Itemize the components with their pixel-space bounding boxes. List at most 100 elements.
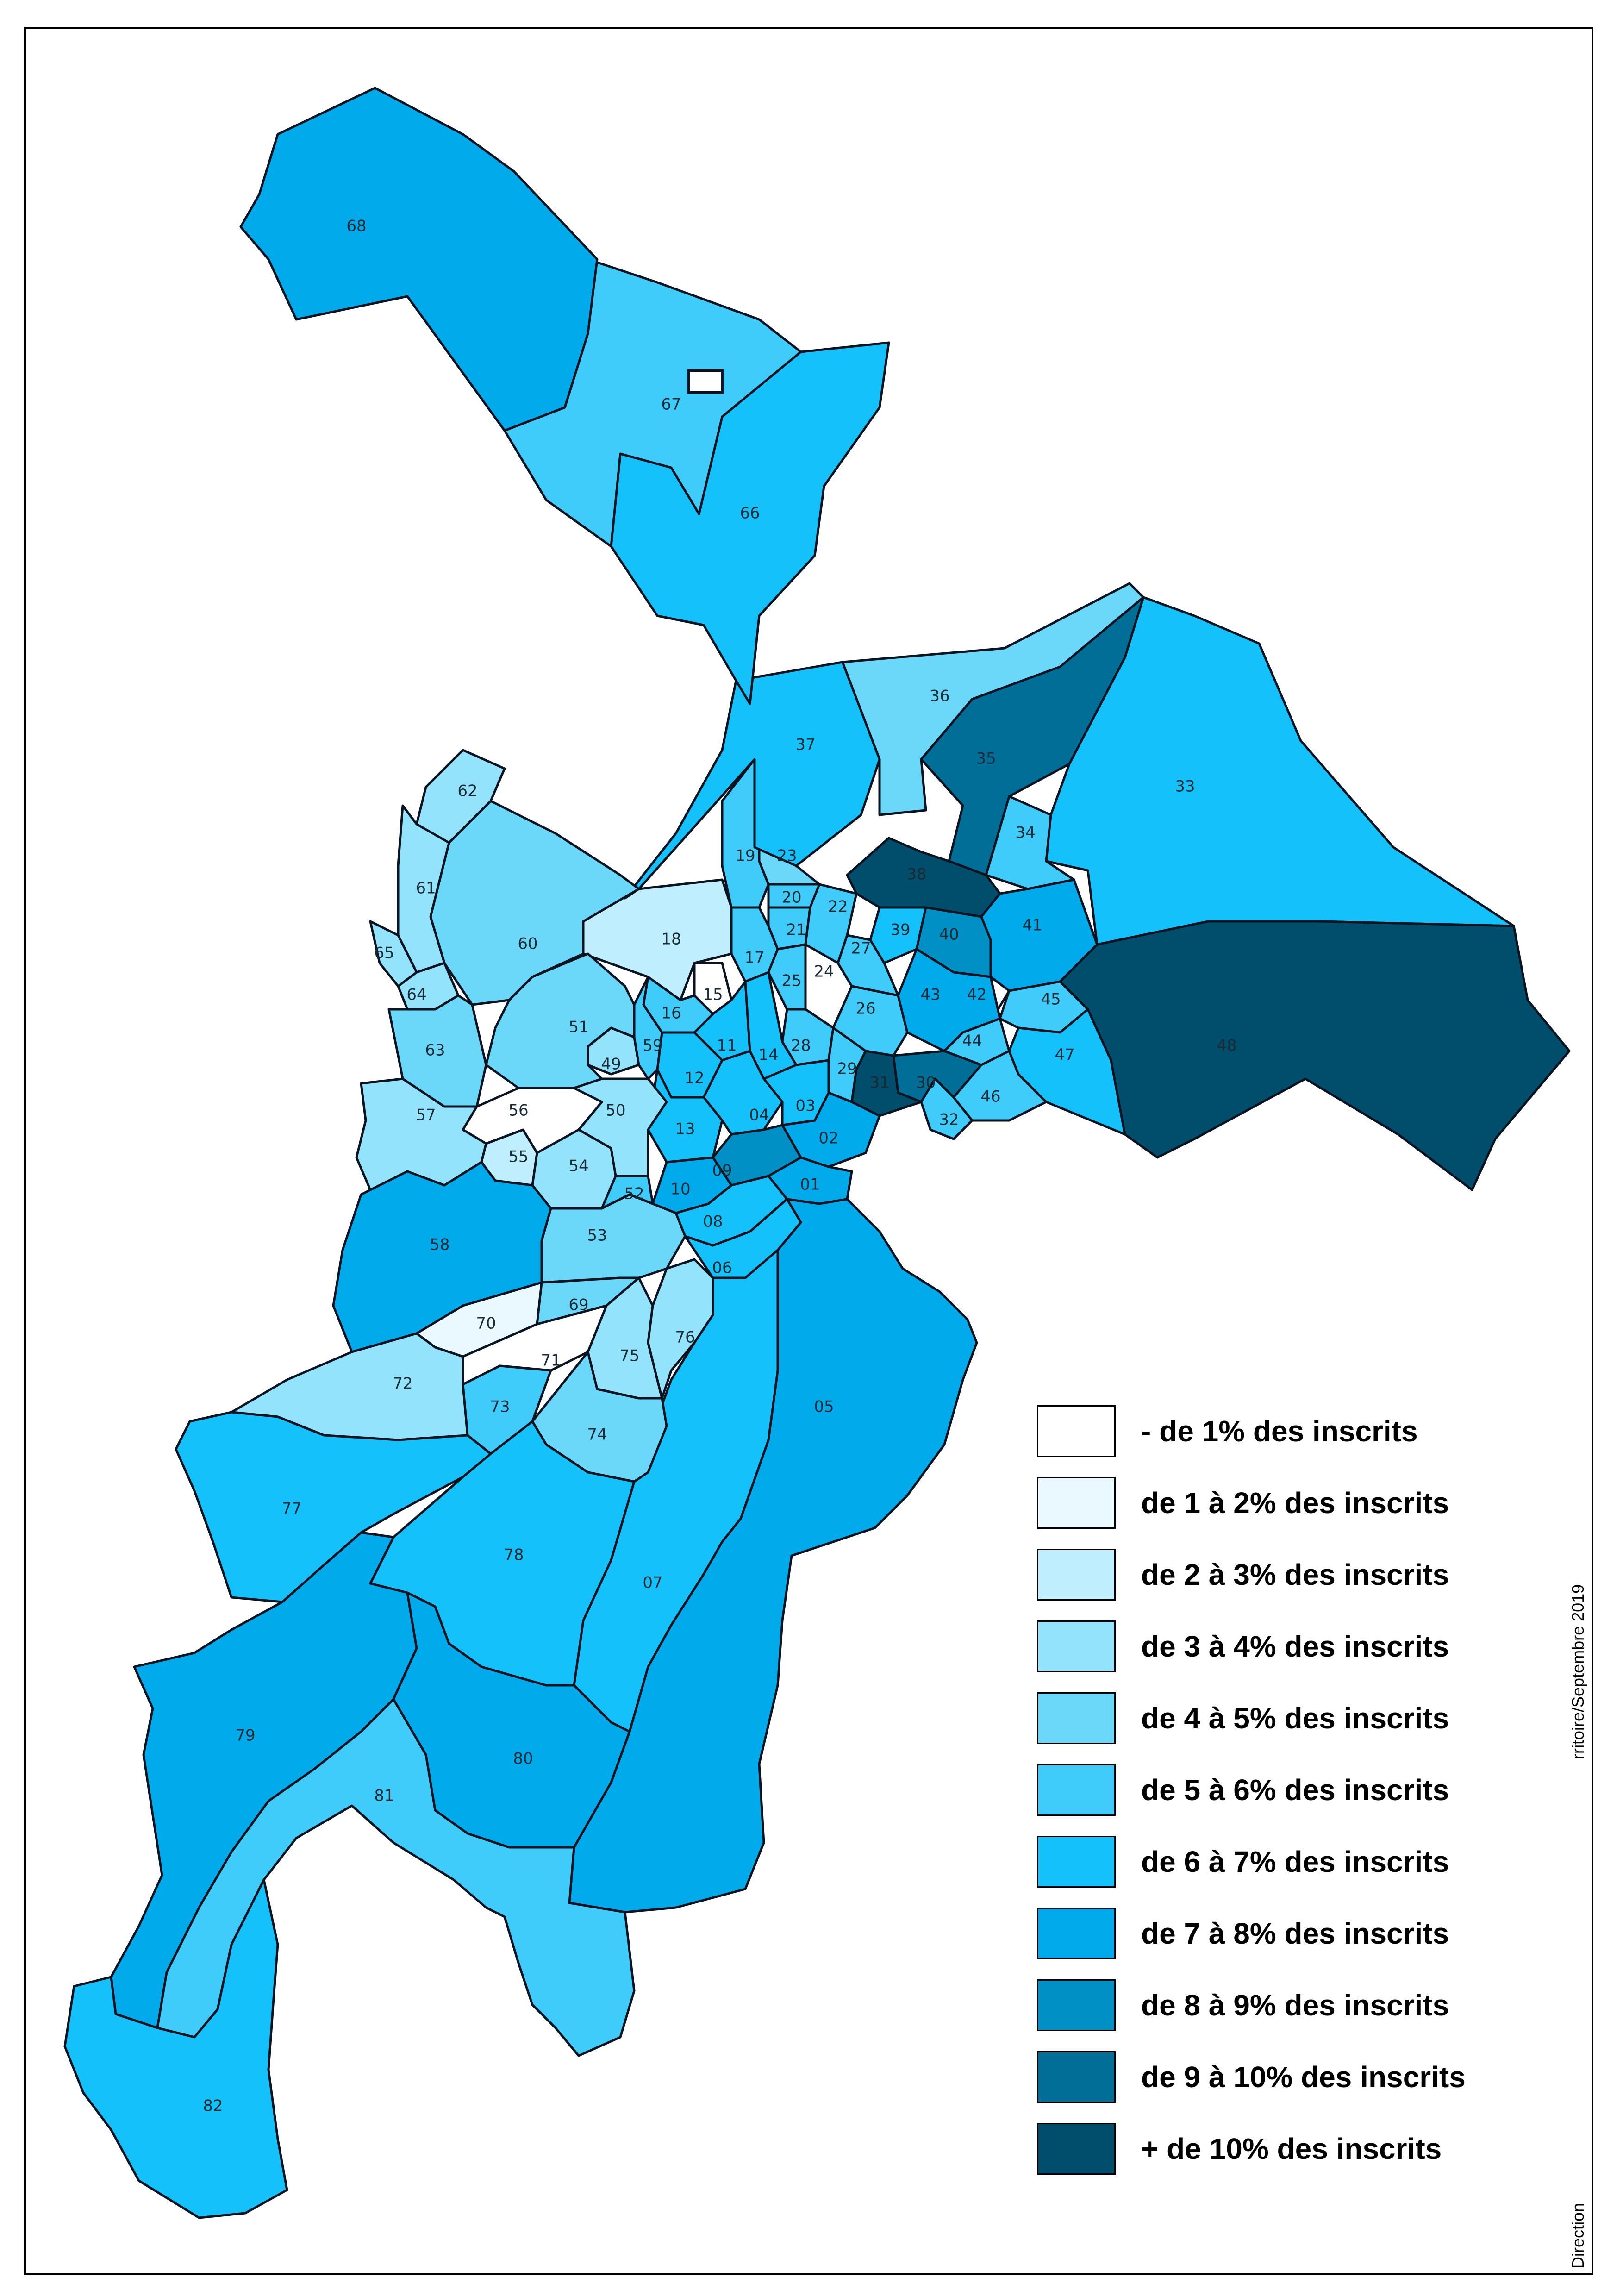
district-label-61: 61	[416, 879, 436, 898]
district-34	[985, 795, 1075, 890]
district-label-29: 29	[837, 1060, 857, 1078]
district-76	[647, 1258, 714, 1400]
legend-label: de 1 à 2% des inscrits	[1141, 1486, 1449, 1520]
district-label-39: 39	[890, 921, 910, 939]
district-label-68: 68	[346, 217, 366, 236]
district-label-81: 81	[374, 1787, 394, 1805]
district-label-21: 21	[786, 921, 806, 939]
district-label-82: 82	[203, 2097, 223, 2115]
legend-swatch	[1037, 1620, 1116, 1672]
legend-item: de 5 à 6% des inscrits	[1037, 1764, 1500, 1820]
district-label-46: 46	[980, 1088, 1000, 1106]
district-label-08: 08	[703, 1213, 723, 1231]
district-label-59: 59	[643, 1037, 662, 1055]
legend-label: de 2 à 3% des inscrits	[1141, 1558, 1449, 1591]
district-label-60: 60	[518, 935, 537, 953]
district-label-28: 28	[791, 1037, 811, 1055]
legend-label: de 9 à 10% des inscrits	[1141, 2060, 1466, 2094]
district-58	[332, 1161, 552, 1353]
district-81	[156, 1698, 636, 2057]
legend-label: de 8 à 9% des inscrits	[1141, 1989, 1449, 2022]
district-label-31: 31	[869, 1074, 889, 1092]
district-label-56: 56	[508, 1101, 528, 1120]
district-37	[624, 661, 881, 900]
district-label-25: 25	[781, 972, 801, 990]
district-label-24: 24	[814, 963, 834, 981]
district-label-32: 32	[939, 1111, 959, 1129]
district-label-07: 07	[643, 1574, 662, 1592]
district-82	[63, 1878, 288, 2219]
legend-label: de 7 à 8% des inscrits	[1141, 1917, 1449, 1950]
district-label-06: 06	[712, 1259, 732, 1277]
district-label-02: 02	[818, 1129, 838, 1148]
district-label-49: 49	[601, 1055, 621, 1074]
district-label-40: 40	[939, 926, 959, 944]
district-label-37: 37	[795, 736, 815, 754]
district-09	[712, 1124, 802, 1187]
page-frame	[24, 27, 1593, 2275]
district-label-36: 36	[930, 687, 949, 706]
district-label-03: 03	[795, 1097, 815, 1115]
district-label-79: 79	[235, 1727, 255, 1745]
district-label-75: 75	[619, 1347, 639, 1365]
district-label-48: 48	[1217, 1037, 1236, 1055]
legend-item: de 1 à 2% des inscrits	[1037, 1477, 1500, 1533]
district-label-51: 51	[568, 1018, 588, 1037]
legend-label: de 6 à 7% des inscrits	[1141, 1845, 1449, 1878]
district-label-33: 33	[1175, 777, 1195, 796]
legend-swatch	[1037, 1477, 1116, 1529]
district-label-55: 55	[508, 1148, 528, 1166]
legend-item: de 7 à 8% des inscrits	[1037, 1908, 1500, 1963]
district-label-01: 01	[800, 1176, 820, 1194]
district-label-30: 30	[916, 1074, 936, 1092]
district-label-18: 18	[661, 930, 681, 949]
legend-item: + de 10% des inscrits	[1037, 2123, 1500, 2178]
district-31	[850, 1050, 923, 1117]
district-label-77: 77	[281, 1500, 301, 1518]
district-label-76: 76	[675, 1328, 695, 1347]
legend-item: de 6 à 7% des inscrits	[1037, 1836, 1500, 1891]
legend-swatch	[1037, 1405, 1116, 1457]
district-label-10: 10	[670, 1180, 690, 1199]
legend-label: de 5 à 6% des inscrits	[1141, 1773, 1449, 1807]
district-label-71: 71	[541, 1351, 561, 1370]
district-label-67: 67	[661, 395, 681, 414]
legend-item: de 3 à 4% des inscrits	[1037, 1620, 1500, 1676]
credit-date: rritoire/Septembre 2019	[1568, 1584, 1587, 1759]
district-label-44: 44	[962, 1032, 982, 1051]
district-label-66: 66	[740, 504, 760, 523]
district-label-50: 50	[606, 1101, 625, 1120]
district-label-80: 80	[513, 1750, 533, 1768]
legend-item: de 2 à 3% des inscrits	[1037, 1549, 1500, 1604]
legend-swatch	[1037, 1908, 1116, 1959]
district-label-23: 23	[777, 847, 797, 865]
district-label-57: 57	[416, 1106, 436, 1125]
district-label-54: 54	[568, 1157, 588, 1176]
legend-item: de 4 à 5% des inscrits	[1037, 1692, 1500, 1748]
district-label-64: 64	[406, 986, 426, 1004]
legend-swatch	[1037, 2051, 1116, 2103]
district-label-41: 41	[1022, 916, 1042, 935]
district-label-70: 70	[476, 1314, 496, 1333]
district-label-43: 43	[920, 986, 940, 1004]
legend-item: de 8 à 9% des inscrits	[1037, 1979, 1500, 2035]
district-label-14: 14	[758, 1046, 778, 1064]
district-label-19: 19	[735, 847, 755, 865]
legend-label: de 4 à 5% des inscrits	[1141, 1702, 1449, 1735]
legend-swatch	[1037, 1979, 1116, 2031]
legend-item: - de 1% des inscrits	[1037, 1405, 1500, 1461]
district-label-13: 13	[675, 1120, 695, 1139]
district-44	[943, 1017, 1011, 1066]
legend-swatch	[1037, 1549, 1116, 1601]
district-18	[582, 878, 733, 1001]
enclave-rect	[687, 369, 724, 394]
legend-label: de 3 à 4% des inscrits	[1141, 1630, 1449, 1663]
district-68	[239, 87, 599, 432]
legend-label: - de 1% des inscrits	[1141, 1414, 1418, 1448]
legend-swatch	[1037, 1692, 1116, 1744]
district-label-78: 78	[504, 1546, 524, 1564]
district-62	[415, 749, 506, 844]
district-label-17: 17	[744, 949, 764, 967]
district-label-42: 42	[967, 986, 986, 1004]
